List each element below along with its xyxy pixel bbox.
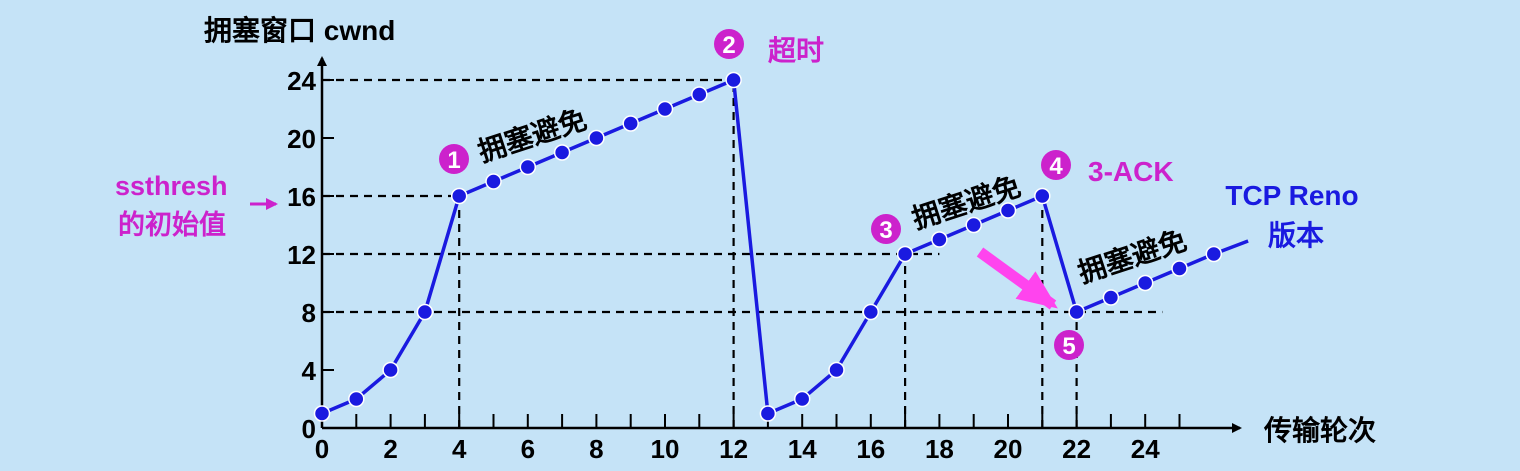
annotation-congestion-avoidance-3: 拥塞避免 — [1074, 224, 1190, 289]
marker-3-circle — [871, 214, 901, 244]
x-tick-label: 18 — [925, 434, 954, 464]
y-tick-label: 4 — [302, 356, 317, 386]
y-tick-label: 24 — [287, 66, 316, 96]
data-point — [656, 100, 674, 118]
marker-5-circle — [1054, 330, 1084, 360]
data-point — [793, 390, 811, 408]
data-point — [1034, 187, 1051, 205]
data-point — [931, 231, 948, 248]
x-tick-label: 24 — [1131, 434, 1160, 464]
pointer-arrow — [976, 247, 1058, 310]
x-tick-label: 20 — [994, 434, 1023, 464]
data-point — [588, 129, 605, 147]
x-tick-label: 10 — [651, 434, 680, 464]
data-point — [1102, 289, 1120, 306]
x-tick-label: 4 — [452, 434, 467, 464]
series-line — [321, 78, 1215, 416]
data-point — [965, 216, 982, 234]
data-point — [691, 86, 708, 103]
data-point — [862, 303, 880, 321]
marker-5-number: 5 — [1062, 333, 1075, 360]
ssthresh-label-line1: ssthresh — [115, 171, 228, 201]
x-tick-label: 8 — [589, 434, 603, 464]
data-point — [519, 158, 537, 176]
data-point — [450, 187, 468, 205]
annotation-timeout: 超时 — [768, 35, 824, 66]
x-axis-label: 传输轮次 — [1263, 414, 1376, 446]
series-label-line2: 版本 — [1268, 220, 1324, 251]
data-point — [896, 245, 914, 263]
y-tick-label: 8 — [302, 298, 316, 328]
y-tick-label: 16 — [287, 182, 316, 212]
marker-3-number: 3 — [879, 217, 892, 244]
x-tick-label: 16 — [856, 434, 885, 464]
series-label-line1: TCP Reno — [1225, 180, 1358, 211]
y-tick-label: 20 — [287, 124, 316, 154]
data-point — [485, 173, 502, 190]
marker-2-number: 2 — [722, 32, 735, 59]
data-point — [999, 202, 1017, 219]
data-point — [553, 144, 571, 161]
data-point — [416, 303, 434, 321]
y-tick-label: 12 — [287, 240, 316, 270]
x-tick-label: 2 — [383, 434, 397, 464]
marker-2-circle — [714, 29, 744, 59]
x-tick-label: 0 — [315, 434, 329, 464]
marker-4-number: 4 — [1049, 153, 1063, 180]
data-point — [348, 390, 365, 408]
y-tick-label: 0 — [302, 414, 316, 444]
annotation-3-ack: 3-ACK — [1088, 156, 1174, 187]
data-point — [1171, 260, 1188, 277]
data-point — [313, 405, 331, 422]
data-point — [1068, 303, 1085, 321]
ssthresh-label-line2: 的初始值 — [118, 209, 226, 240]
x-tick-label: 6 — [521, 434, 535, 464]
x-tick-label: 12 — [719, 434, 748, 464]
data-point — [759, 405, 777, 422]
x-tick-label: 22 — [1062, 434, 1091, 464]
data-point — [828, 361, 845, 379]
marker-1-number: 1 — [447, 147, 460, 174]
data-point — [725, 71, 742, 89]
data-point — [1136, 274, 1154, 292]
x-tick-label: 14 — [788, 434, 817, 464]
marker-4-circle — [1041, 150, 1071, 180]
annotation-congestion-avoidance-1: 拥塞避免 — [474, 103, 590, 168]
marker-1-circle — [439, 144, 469, 174]
data-point — [382, 361, 399, 379]
y-axis-label: 拥塞窗口 cwnd — [204, 14, 395, 46]
data-point — [1205, 245, 1223, 263]
data-point — [622, 115, 639, 132]
